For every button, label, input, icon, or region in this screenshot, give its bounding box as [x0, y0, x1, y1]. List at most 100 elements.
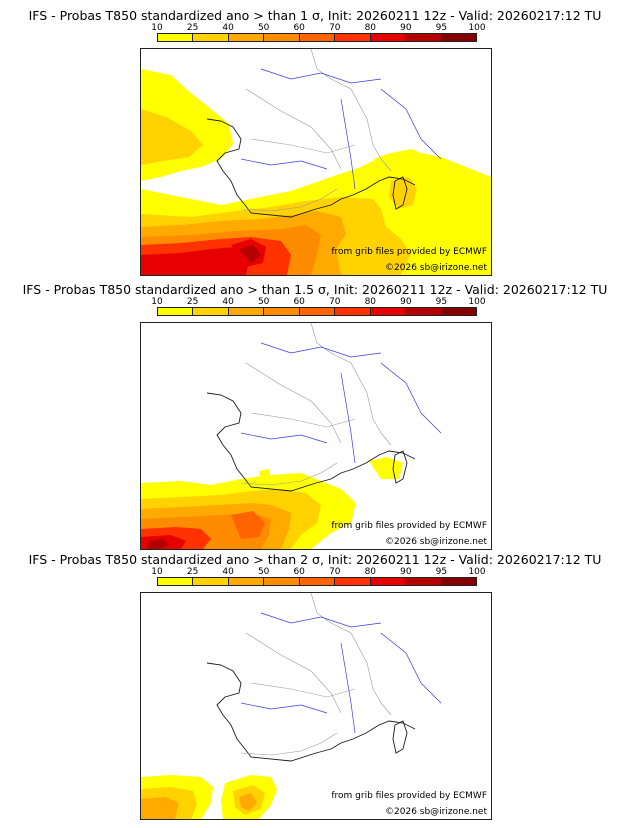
- colorbar-swatch: [406, 308, 442, 315]
- colorbar-swatches: [157, 33, 477, 42]
- colorbar-swatch: [264, 308, 300, 315]
- colorbar-tick: 40: [222, 23, 234, 33]
- colorbar-swatch: [264, 578, 300, 585]
- region-border: [245, 88, 342, 170]
- copyright-credit: ©2026 sb@irizone.net: [385, 263, 487, 273]
- prob-area-60: [231, 511, 265, 539]
- probability-map: from grib files provided by ECMWF ©2026 …: [140, 322, 492, 550]
- probability-colorbar: 10 25 40 50 60 70 80 90 95 100: [151, 23, 486, 43]
- colorbar-tick: 70: [329, 23, 341, 33]
- river: [340, 98, 356, 190]
- source-credit: from grib files provided by ECMWF: [331, 247, 487, 257]
- probability-shading: [141, 69, 491, 275]
- coastline: [392, 176, 408, 210]
- colorbar-tick: 70: [329, 567, 341, 577]
- colorbar-tick: 40: [222, 567, 234, 577]
- panel-1-5sigma: IFS - Probas T850 standardized ano > tha…: [0, 274, 630, 550]
- river: [240, 702, 328, 714]
- colorbar-swatch: [370, 578, 407, 585]
- colorbar-tick: 90: [400, 297, 412, 307]
- region-border: [250, 682, 356, 698]
- colorbar-tick: 80: [364, 297, 377, 307]
- map-canvas: [141, 323, 442, 549]
- colorbar-tick: 25: [186, 297, 199, 307]
- probability-shading: [141, 457, 403, 549]
- river: [340, 642, 356, 734]
- colorbar-tick: 90: [400, 23, 412, 33]
- river: [380, 88, 442, 160]
- colorbar-ticks: 10 25 40 50 60 70 80 90 95 100: [151, 297, 485, 307]
- river: [240, 432, 328, 444]
- colorbar-tick: 60: [293, 567, 305, 577]
- river: [240, 158, 328, 170]
- region-border: [250, 138, 356, 154]
- panel-1sigma: IFS - Probas T850 standardized ano > tha…: [0, 0, 630, 276]
- colorbar-tick: 60: [293, 23, 305, 33]
- prob-area-10: [373, 149, 441, 169]
- map-overlay: [206, 49, 442, 218]
- coastline: [206, 662, 416, 762]
- probability-colorbar: 10 25 40 50 60 70 80 90 95 100: [151, 297, 486, 317]
- colorbar-tick: 90: [400, 567, 412, 577]
- probability-colorbar: 10 25 40 50 60 70 80 90 95 100: [151, 567, 486, 587]
- country-border: [310, 49, 392, 172]
- river: [260, 612, 382, 628]
- colorbar-swatch: [193, 308, 229, 315]
- colorbar-swatch: [406, 578, 442, 585]
- colorbar-swatch: [335, 34, 371, 41]
- river: [340, 372, 356, 464]
- map-overlay: [206, 323, 442, 492]
- prob-area-25: [389, 177, 417, 209]
- colorbar-tick: 10: [151, 23, 163, 33]
- colorbar-tick: 10: [151, 567, 163, 577]
- river: [260, 68, 382, 84]
- colorbar-tick: 80: [364, 23, 377, 33]
- colorbar-swatch: [335, 308, 371, 315]
- coastline: [392, 720, 408, 754]
- copyright-credit: ©2026 sb@irizone.net: [385, 807, 487, 817]
- colorbar-swatch: [158, 34, 194, 41]
- colorbar-swatch: [228, 578, 265, 585]
- colorbar-swatch: [193, 34, 229, 41]
- colorbar-swatch: [370, 308, 407, 315]
- colorbar-ticks: 10 25 40 50 60 70 80 90 95 100: [151, 23, 485, 33]
- colorbar-swatch: [299, 578, 336, 585]
- map-overlay: [206, 593, 442, 762]
- panel-title: IFS - Probas T850 standardized ano > tha…: [28, 8, 602, 23]
- prob-area-10: [259, 469, 271, 481]
- colorbar-tick: 60: [293, 297, 305, 307]
- prob-area-40: [141, 797, 179, 819]
- colorbar-tick: 95: [435, 23, 448, 33]
- colorbar-ticks: 10 25 40 50 60 70 80 90 95 100: [151, 567, 485, 577]
- colorbar-swatch: [228, 34, 265, 41]
- colorbar-tick: 100: [468, 297, 486, 307]
- river: [380, 632, 442, 704]
- colorbar-swatch: [299, 308, 336, 315]
- coastline: [392, 450, 408, 484]
- colorbar-tick: 100: [468, 23, 486, 33]
- colorbar-swatches: [157, 307, 477, 316]
- probability-map: from grib files provided by ECMWF ©2026 …: [140, 48, 492, 276]
- colorbar-tick: 100: [468, 567, 486, 577]
- prob-area-40: [239, 793, 257, 811]
- country-border: [240, 188, 338, 212]
- river: [260, 342, 382, 358]
- region-border: [250, 412, 356, 428]
- source-credit: from grib files provided by ECMWF: [331, 521, 487, 531]
- colorbar-tick: 40: [222, 297, 234, 307]
- map-canvas: [141, 593, 442, 819]
- colorbar-tick: 95: [435, 297, 448, 307]
- prob-area-25: [141, 109, 203, 165]
- map-canvas: [141, 49, 491, 275]
- colorbar-tick: 80: [364, 567, 377, 577]
- country-border: [310, 323, 392, 446]
- prob-area-10: [369, 457, 403, 479]
- coastline: [206, 118, 416, 218]
- colorbar-swatch: [228, 308, 265, 315]
- colorbar-swatch: [193, 578, 229, 585]
- probability-map: from grib files provided by ECMWF ©2026 …: [140, 592, 492, 820]
- colorbar-tick: 50: [257, 567, 270, 577]
- colorbar-swatch: [264, 34, 300, 41]
- country-border: [240, 462, 338, 486]
- probability-shading: [141, 775, 277, 819]
